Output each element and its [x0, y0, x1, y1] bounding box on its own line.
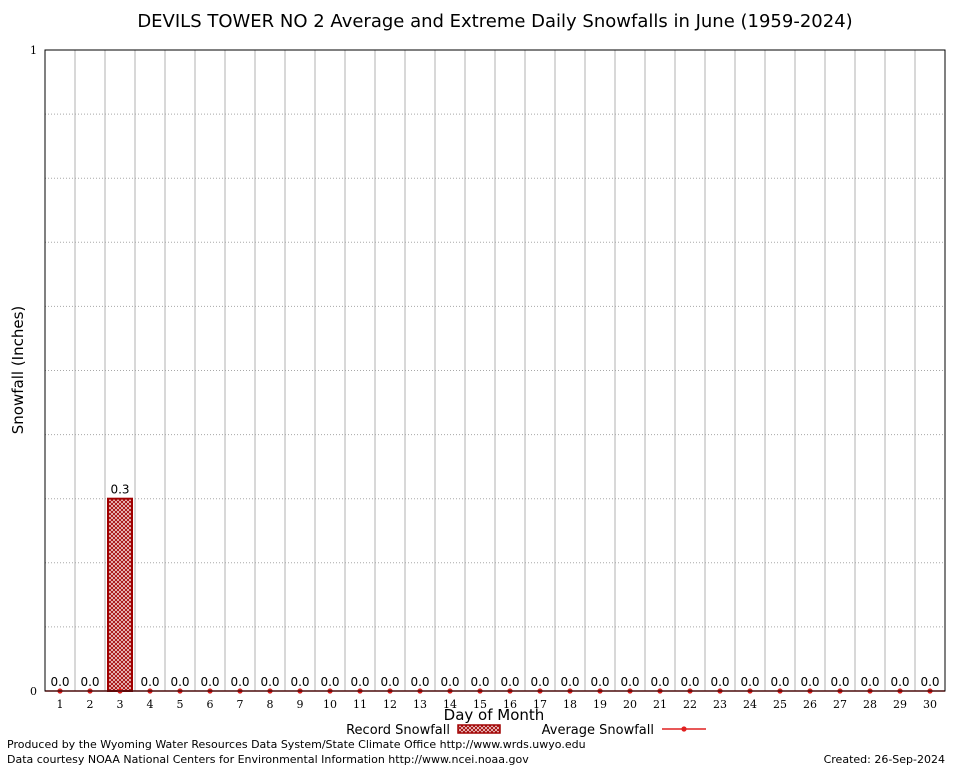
legend-average-marker — [681, 726, 687, 732]
data-label-day-10: 0.0 — [320, 675, 339, 689]
data-label-day-22: 0.0 — [680, 675, 699, 689]
footer-produced-by: Produced by the Wyoming Water Resources … — [7, 738, 586, 751]
x-tick-day-15: 15 — [473, 698, 487, 711]
x-tick-day-28: 28 — [863, 698, 877, 711]
data-label-day-12: 0.0 — [380, 675, 399, 689]
data-label-day-30: 0.0 — [920, 675, 939, 689]
grid — [45, 50, 945, 691]
x-tick-day-21: 21 — [653, 698, 667, 711]
y-axis-title: Snowfall (Inches) — [9, 306, 27, 434]
legend-record-swatch — [457, 724, 501, 734]
x-tick-labels: 1 2 3 4 5 6 7 8 9 10 11 12 13 14 15 16 17 18 19 20 21 22 23 24 2… — [57, 698, 938, 711]
data-label-day-21: 0.0 — [650, 675, 669, 689]
footer-data-courtesy: Data courtesy NOAA National Centers for … — [7, 753, 529, 766]
data-label-day-1: 0.0 — [50, 675, 69, 689]
x-tick-day-3: 3 — [117, 698, 124, 711]
x-tick-day-4: 4 — [147, 698, 154, 711]
x-tick-day-12: 12 — [383, 698, 397, 711]
data-label-day-26: 0.0 — [800, 675, 819, 689]
data-label-day-16: 0.0 — [500, 675, 519, 689]
x-tick-day-27: 27 — [833, 698, 847, 711]
x-tick-day-26: 26 — [803, 698, 817, 711]
x-tick-day-13: 13 — [413, 698, 427, 711]
x-tick-day-17: 17 — [533, 698, 547, 711]
data-label-day-18: 0.0 — [560, 675, 579, 689]
x-tick-day-10: 10 — [323, 698, 337, 711]
x-tick-day-8: 8 — [267, 698, 274, 711]
data-label-day-5: 0.0 — [170, 675, 189, 689]
y-tick-max: 1 — [30, 44, 37, 57]
x-tick-day-19: 19 — [593, 698, 607, 711]
x-tick-day-2: 2 — [87, 698, 94, 711]
record-bar-day-3 — [107, 497, 133, 693]
y-tick-labels: 01 — [30, 44, 37, 698]
data-label-day-15: 0.0 — [470, 675, 489, 689]
legend: Record Snowfall Average Snowfall — [346, 723, 706, 738]
data-label-day-14: 0.0 — [440, 675, 459, 689]
legend-average-label: Average Snowfall — [542, 723, 654, 738]
x-tick-day-1: 1 — [57, 698, 64, 711]
data-label-day-9: 0.0 — [290, 675, 309, 689]
plot-frame — [44, 49, 946, 692]
data-label-day-27: 0.0 — [830, 675, 849, 689]
y-tick-min: 0 — [30, 685, 37, 698]
data-label-day-7: 0.0 — [230, 675, 249, 689]
data-label-day-24: 0.0 — [740, 675, 759, 689]
x-tick-day-6: 6 — [207, 698, 214, 711]
data-label-day-11: 0.0 — [350, 675, 369, 689]
data-label-day-19: 0.0 — [590, 675, 609, 689]
x-tick-day-25: 25 — [773, 698, 787, 711]
x-tick-day-18: 18 — [563, 698, 577, 711]
data-label-day-8: 0.0 — [260, 675, 279, 689]
data-label-day-4: 0.0 — [140, 675, 159, 689]
x-tick-day-29: 29 — [893, 698, 907, 711]
legend-record-label: Record Snowfall — [346, 723, 450, 738]
x-tick-day-24: 24 — [743, 698, 757, 711]
x-tick-day-7: 7 — [237, 698, 244, 711]
chart-title: DEVILS TOWER NO 2 Average and Extreme Da… — [137, 11, 852, 32]
x-tick-day-16: 16 — [503, 698, 517, 711]
x-tick-day-9: 9 — [297, 698, 304, 711]
x-axis-title: Day of Month — [444, 706, 545, 724]
data-label-day-17: 0.0 — [530, 675, 549, 689]
data-label-day-6: 0.0 — [200, 675, 219, 689]
data-label-day-13: 0.0 — [410, 675, 429, 689]
x-tick-day-20: 20 — [623, 698, 637, 711]
x-tick-day-5: 5 — [177, 698, 184, 711]
data-label-day-20: 0.0 — [620, 675, 639, 689]
x-tick-day-22: 22 — [683, 698, 697, 711]
data-labels: 0.0 0.0 0.3 0.0 0.0 0.0 0.0 0.0 0.0 0.0 0.0 0.0 0.0 0… — [50, 483, 939, 689]
data-label-day-2: 0.0 — [80, 675, 99, 689]
data-label-day-28: 0.0 — [860, 675, 879, 689]
data-label-day-3: 0.3 — [110, 483, 129, 497]
x-tick-day-30: 30 — [923, 698, 937, 711]
data-label-day-25: 0.0 — [770, 675, 789, 689]
footer-created: Created: 26-Sep-2024 — [824, 753, 945, 766]
bars — [107, 497, 133, 693]
x-tick-day-14: 14 — [443, 698, 457, 711]
data-label-day-29: 0.0 — [890, 675, 909, 689]
x-tick-day-11: 11 — [353, 698, 367, 711]
data-label-day-23: 0.0 — [710, 675, 729, 689]
x-tick-day-23: 23 — [713, 698, 727, 711]
